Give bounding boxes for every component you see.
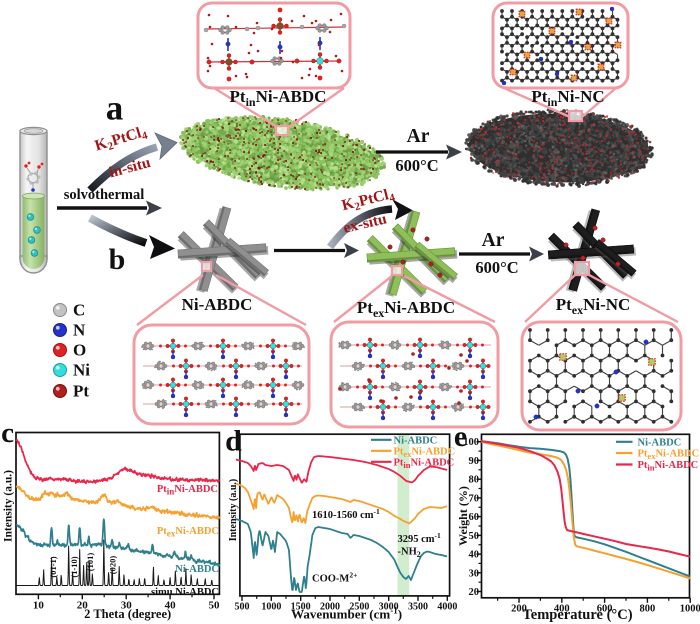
svg-text:Temperature (°C): Temperature (°C) xyxy=(522,607,632,623)
svg-text:50: 50 xyxy=(209,599,221,611)
svg-text:(101): (101) xyxy=(85,553,95,572)
svg-text:2 Theta (degree): 2 Theta (degree) xyxy=(84,607,171,621)
svg-text:2500: 2500 xyxy=(349,601,369,612)
svg-text:Intensity (a.u.): Intensity (a.u.) xyxy=(228,479,239,542)
svg-text:PtexNi-ABDC: PtexNi-ABDC xyxy=(638,449,700,462)
svg-text:solvothermal: solvothermal xyxy=(64,187,145,203)
svg-text:PtinNi-NC: PtinNi-NC xyxy=(531,87,604,109)
svg-text:PtexNi-ABDC: PtexNi-ABDC xyxy=(357,298,455,320)
svg-text:3295 cm-1: 3295 cm-1 xyxy=(398,531,442,545)
svg-text:4000: 4000 xyxy=(437,601,457,612)
svg-text:COO-M2+: COO-M2+ xyxy=(312,571,357,585)
svg-text:b: b xyxy=(109,243,126,276)
svg-text:600: 600 xyxy=(597,603,613,614)
svg-text:(1-10): (1-10) xyxy=(69,556,79,577)
svg-text:(01-1): (01-1) xyxy=(48,556,58,577)
svg-text:Ni-ABDC: Ni-ABDC xyxy=(175,564,219,575)
svg-text:80: 80 xyxy=(469,475,480,486)
svg-text:C: C xyxy=(73,301,85,320)
svg-text:-NH2: -NH2 xyxy=(398,547,421,560)
svg-text:a: a xyxy=(106,89,124,128)
svg-text:600°C: 600°C xyxy=(395,156,438,175)
svg-text:Intensity (a.u.): Intensity (a.u.) xyxy=(3,470,15,542)
svg-text:(020): (020) xyxy=(108,556,118,575)
svg-text:90: 90 xyxy=(469,456,480,467)
svg-text:1500: 1500 xyxy=(291,601,311,612)
svg-text:30: 30 xyxy=(469,568,480,579)
svg-text:Pt: Pt xyxy=(73,382,89,401)
svg-text:N: N xyxy=(73,321,86,340)
svg-text:20: 20 xyxy=(469,587,480,598)
svg-text:30: 30 xyxy=(121,599,133,611)
svg-text:70: 70 xyxy=(469,493,480,504)
svg-text:PtexNi-ABDC: PtexNi-ABDC xyxy=(394,446,456,459)
svg-text:10: 10 xyxy=(33,599,45,611)
svg-text:50: 50 xyxy=(469,531,480,542)
svg-text:Ar: Ar xyxy=(482,230,505,251)
svg-text:Ar: Ar xyxy=(407,126,430,147)
svg-text:600°C: 600°C xyxy=(475,258,518,277)
svg-text:PtinNi-ABDC: PtinNi-ABDC xyxy=(638,460,699,473)
svg-text:Ni-ABDC: Ni-ABDC xyxy=(182,295,253,314)
svg-text:20: 20 xyxy=(77,599,89,611)
svg-text:PtinNi-ABDC: PtinNi-ABDC xyxy=(230,87,327,109)
svg-text:1610-1560 cm-1: 1610-1560 cm-1 xyxy=(312,507,380,521)
svg-text:c: c xyxy=(1,417,14,449)
svg-text:60: 60 xyxy=(469,512,480,523)
svg-text:1000: 1000 xyxy=(680,603,700,614)
svg-text:500: 500 xyxy=(235,601,250,612)
svg-text:Ni-ABDC: Ni-ABDC xyxy=(394,435,438,446)
svg-text:400: 400 xyxy=(554,603,570,614)
svg-text:d: d xyxy=(225,425,242,458)
svg-text:3500: 3500 xyxy=(408,601,428,612)
svg-text:Ni: Ni xyxy=(73,361,90,380)
svg-text:Weight (%): Weight (%) xyxy=(456,486,470,546)
svg-text:1000: 1000 xyxy=(261,601,281,612)
svg-text:2000: 2000 xyxy=(320,601,340,612)
svg-text:O: O xyxy=(73,341,86,360)
svg-text:Ni-ABDC: Ni-ABDC xyxy=(638,437,682,448)
svg-text:PtexNi-ABDC: PtexNi-ABDC xyxy=(157,526,219,539)
svg-text:PtinNi-ABDC: PtinNi-ABDC xyxy=(394,457,455,470)
svg-text:e: e xyxy=(454,420,467,453)
svg-text:PtexNi-NC: PtexNi-NC xyxy=(556,295,631,317)
svg-text:100: 100 xyxy=(463,437,479,448)
svg-text:40: 40 xyxy=(165,599,177,611)
svg-text:simu Ni-ABDC: simu Ni-ABDC xyxy=(151,587,219,598)
svg-text:40: 40 xyxy=(469,550,480,561)
svg-text:200: 200 xyxy=(511,603,527,614)
svg-text:PtinNi-ABDC: PtinNi-ABDC xyxy=(157,484,218,497)
svg-text:800: 800 xyxy=(640,603,656,614)
svg-text:3000: 3000 xyxy=(379,601,399,612)
svg-text:Wavenumber (cm-1): Wavenumber (cm-1) xyxy=(291,606,402,622)
